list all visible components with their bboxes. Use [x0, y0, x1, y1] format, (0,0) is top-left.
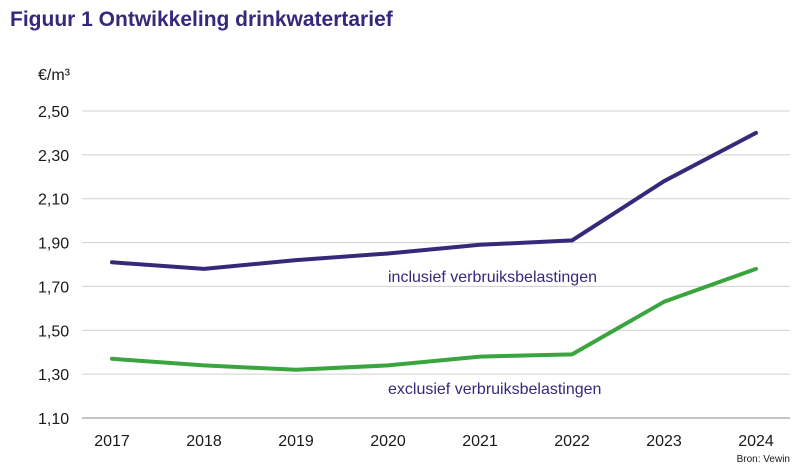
y-tick-label: 1,70 — [38, 279, 69, 296]
x-tick-label: 2021 — [462, 433, 498, 450]
x-tick-label: 2023 — [646, 433, 682, 450]
series-label-exclusief: exclusief verbruiksbelastingen — [388, 381, 601, 398]
y-tick-label: 1,90 — [38, 236, 69, 253]
x-tick-label: 2022 — [554, 433, 590, 450]
x-tick-label: 2024 — [738, 433, 774, 450]
series-line-inclusief — [110, 130, 758, 271]
x-tick-label: 2020 — [370, 433, 406, 450]
y-tick-label: 2,30 — [38, 148, 69, 165]
y-tick-label: 2,50 — [38, 104, 69, 121]
x-tick-label: 2017 — [94, 433, 130, 450]
y-axis-ticks: 1,10 1,30 1,50 1,70 1,90 2,10 2,30 2,50 — [38, 104, 69, 428]
y-tick-label: 2,10 — [38, 192, 69, 209]
series-lines — [110, 130, 758, 372]
source-note: Bron: Vewin — [737, 454, 790, 465]
series-line-exclusief — [110, 266, 758, 372]
x-tick-label: 2019 — [278, 433, 314, 450]
y-tick-label: 1,50 — [38, 323, 69, 340]
gridlines — [82, 110, 790, 419]
y-tick-label: 1,10 — [38, 411, 69, 428]
x-tick-label: 2018 — [186, 433, 222, 450]
y-axis-unit-label: €/m³ — [38, 67, 71, 84]
series-label-inclusief: inclusief verbruiksbelastingen — [388, 269, 597, 286]
x-axis-ticks: 2017 2018 2019 2020 2021 2022 2023 2024 — [94, 433, 774, 450]
chart-title: Figuur 1 Ontwikkeling drinkwatertarief — [10, 8, 393, 31]
y-tick-label: 1,30 — [38, 367, 69, 384]
